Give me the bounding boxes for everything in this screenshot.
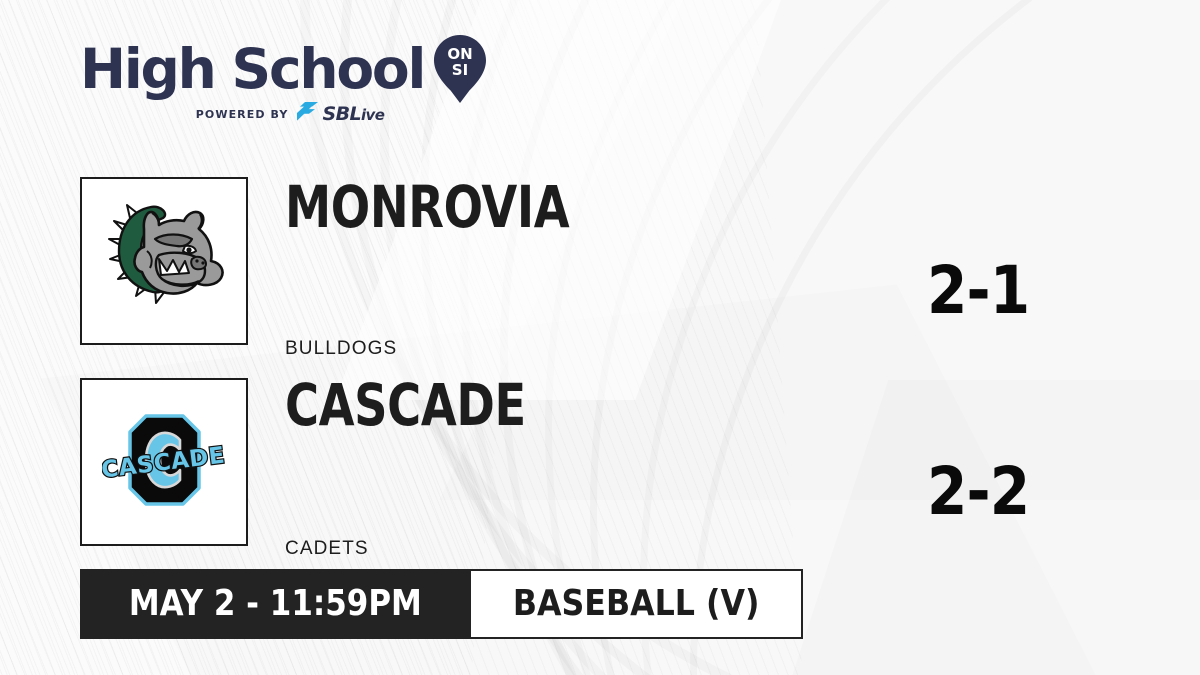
game-sport-block: BASEBALL (V) [470, 569, 804, 639]
team-name-monrovia: MONROVIA [285, 173, 570, 241]
brand-header: High School ON SI POWERED BY [80, 34, 550, 126]
team-record-cascade: 2-2 [926, 453, 1030, 530]
team-logo-box-cascade: CASCADE [80, 378, 248, 546]
brand-wordmark: High School [80, 36, 426, 101]
sblive-logo: SBLive [297, 102, 385, 126]
sblive-wordmark: SBLive [322, 102, 385, 125]
svg-text:SI: SI [452, 61, 468, 79]
game-datetime-label: MAY 2 - 11:59PM [128, 583, 422, 624]
background-wash-panel [439, 0, 1200, 500]
game-sport-label: BASEBALL (V) [512, 583, 760, 624]
powered-by-label: POWERED BY [195, 107, 289, 121]
sblive-word-main: SBL [322, 102, 361, 125]
game-datetime-block: MAY 2 - 11:59PM [80, 569, 471, 639]
team-mascot-cadets: CADETS [285, 538, 369, 559]
svg-text:ON: ON [448, 45, 473, 63]
monrovia-bulldogs-logo [99, 199, 229, 324]
team-record-monrovia: 2-1 [926, 252, 1030, 329]
powered-by-lockup: POWERED BY SBLive [80, 102, 500, 126]
team-mascot-bulldogs: BULLDOGS [285, 338, 398, 359]
cascade-cadets-logo: CASCADE [98, 400, 227, 525]
sblive-word-suffix: ive [360, 105, 385, 124]
game-info-bar: MAY 2 - 11:59PM BASEBALL (V) [80, 569, 804, 639]
onsi-pin-icon: ON SI [432, 34, 488, 104]
team-logo-box-monrovia [80, 177, 248, 345]
team-name-cascade: CASCADE [285, 371, 526, 439]
brand-logo-row: High School ON SI [80, 34, 550, 104]
sblive-s-mark-icon [297, 102, 319, 126]
